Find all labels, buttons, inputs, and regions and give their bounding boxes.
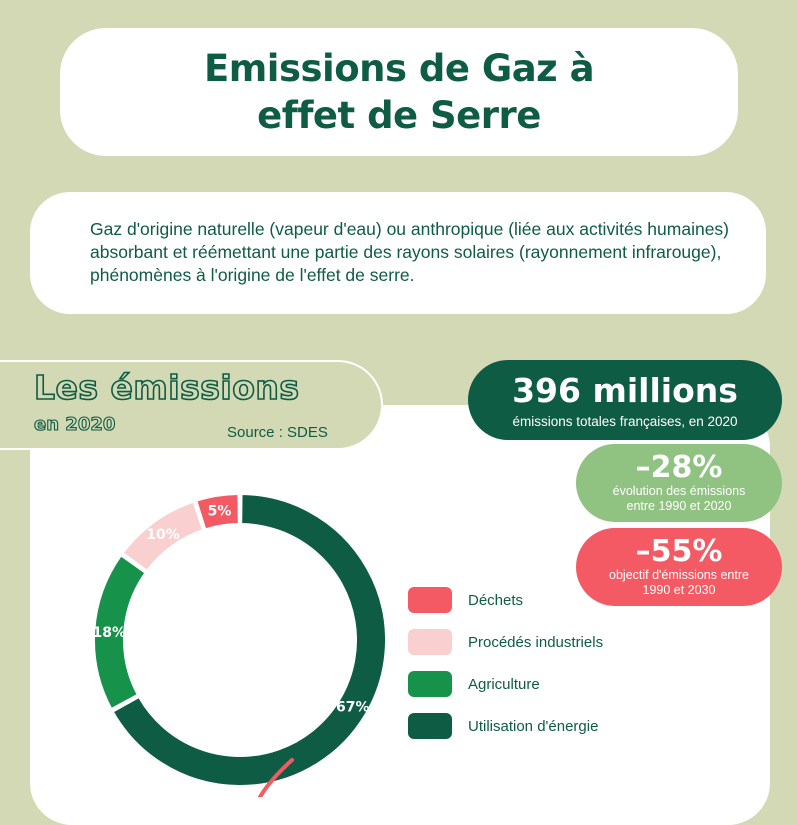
evolution-caption: évolution des émissions entre 1990 et 20… — [612, 484, 746, 513]
donut-label-energie: 67% — [336, 700, 370, 716]
donut-slice-agriculture — [93, 554, 147, 711]
legend-item-procedes: Procédés industriels — [408, 621, 603, 663]
title-card: Emissions de Gaz à effet de Serre — [60, 28, 738, 156]
donut-slice-energie — [111, 492, 387, 787]
legend-label-agriculture: Agriculture — [468, 675, 540, 693]
donut-slice-procedes — [121, 500, 205, 573]
total-emissions-badge: 396 millions émissions totales française… — [468, 360, 782, 440]
source-label: Source : SDES — [227, 424, 328, 441]
legend-label-procedes: Procédés industriels — [468, 633, 604, 651]
page-title: Emissions de Gaz à effet de Serre — [203, 47, 595, 137]
legend-item-agriculture: Agriculture — [408, 663, 603, 705]
legend-swatch-energie — [408, 713, 452, 739]
legend-swatch-procedes — [408, 629, 452, 655]
emissions-title: Les émissions — [33, 367, 300, 408]
donut-label-agriculture: 18% — [93, 625, 127, 641]
objective-caption: objectif d'émissions entre 1990 et 2030 — [609, 568, 749, 597]
legend-swatch-agriculture — [408, 671, 452, 697]
legend-label-energie: Utilisation d'énergie — [468, 717, 599, 735]
donut-chart: 5% 10% 18% 67% — [93, 492, 387, 797]
donut-label-procedes: 10% — [146, 527, 180, 543]
emissions-year: en 2020 — [33, 413, 116, 435]
objective-value: –55% — [635, 534, 723, 569]
legend-label-dechets: Déchets — [468, 591, 524, 609]
objective-badge: –55% objectif d'émissions entre 1990 et … — [576, 528, 782, 606]
chart-legend: Déchets Procédés industriels Agriculture… — [408, 579, 603, 747]
donut-slice-dechets — [195, 492, 240, 531]
legend-item-dechets: Déchets — [408, 579, 603, 621]
legend-item-energie: Utilisation d'énergie — [408, 705, 603, 747]
donut-label-dechets: 5% — [208, 504, 232, 520]
evolution-value: –28% — [635, 450, 723, 485]
total-emissions-value: 396 millions — [512, 370, 738, 410]
evolution-badge: –28% évolution des émissions entre 1990 … — [576, 444, 782, 522]
legend-swatch-dechets — [408, 587, 452, 613]
decorative-curve — [258, 758, 294, 797]
definition-card: Gaz d'origine naturelle (vapeur d'eau) o… — [30, 192, 766, 314]
emissions-header-tab — [0, 360, 383, 450]
definition-text: Gaz d'origine naturelle (vapeur d'eau) o… — [90, 219, 729, 285]
total-emissions-caption: émissions totales françaises, en 2020 — [512, 413, 738, 429]
